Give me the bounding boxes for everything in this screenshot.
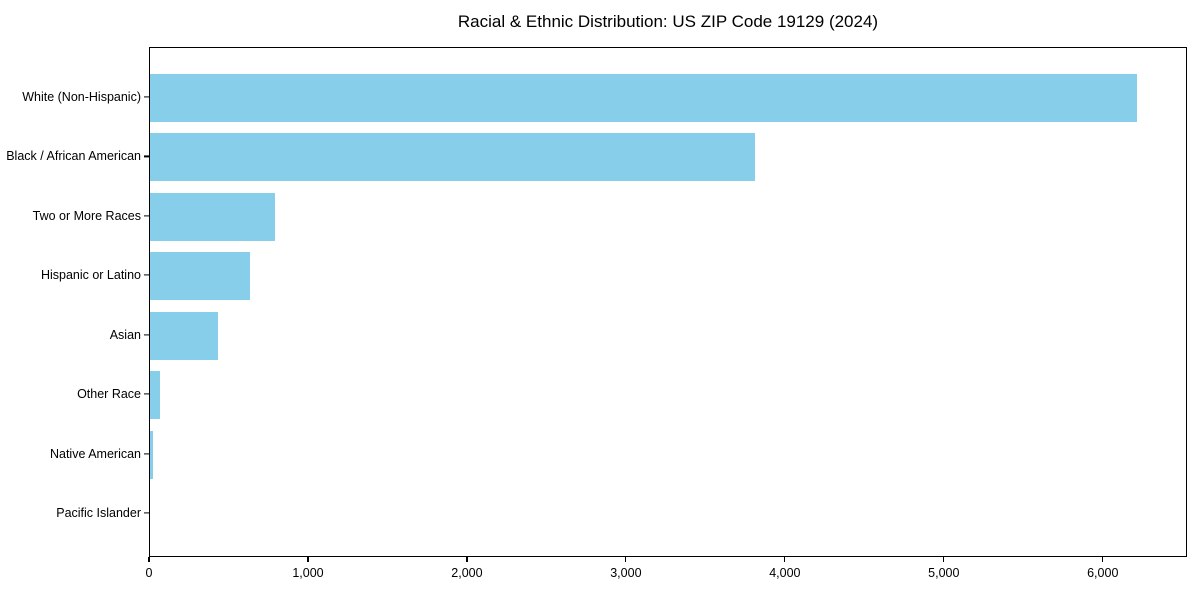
y-tick-label: Two or More Races bbox=[32, 208, 141, 223]
y-tick-mark bbox=[144, 96, 149, 98]
y-tick-label: White (Non-Hispanic) bbox=[22, 90, 141, 104]
x-tick-mark bbox=[1102, 557, 1104, 562]
x-tick-mark bbox=[307, 557, 309, 562]
x-tick-mark bbox=[625, 557, 627, 562]
bar bbox=[150, 311, 219, 360]
y-tick-mark bbox=[144, 334, 149, 336]
x-tick-label: 1,000 bbox=[292, 566, 324, 580]
x-tick-label: 3,000 bbox=[610, 566, 642, 580]
y-tick-mark bbox=[144, 393, 149, 395]
y-tick-mark bbox=[144, 452, 149, 455]
bar bbox=[150, 192, 275, 241]
y-tick-mark bbox=[144, 274, 149, 276]
bar bbox=[150, 252, 251, 301]
bar bbox=[150, 371, 160, 420]
plot-area bbox=[149, 47, 1187, 557]
x-tick-label: 0 bbox=[145, 566, 153, 580]
y-tick-mark bbox=[144, 215, 149, 217]
x-tick-mark bbox=[784, 557, 786, 562]
y-tick-label: Asian bbox=[109, 327, 141, 342]
chart-title: Racial & Ethnic Distribution: US ZIP Cod… bbox=[457, 12, 879, 31]
bar bbox=[150, 74, 1138, 122]
y-tick-label: Hispanic or Latino bbox=[40, 268, 141, 283]
y-tick-mark bbox=[144, 155, 149, 158]
x-tick-mark bbox=[943, 557, 945, 562]
y-tick-label: Other Race bbox=[77, 387, 141, 402]
y-tick-label: Pacific Islander bbox=[56, 506, 141, 520]
y-tick-label: Black / African American bbox=[6, 149, 141, 164]
y-tick-label: Native American bbox=[49, 446, 141, 461]
x-tick-label: 5,000 bbox=[928, 566, 960, 580]
x-tick-label: 6,000 bbox=[1087, 566, 1119, 580]
x-tick-label: 2,000 bbox=[451, 566, 483, 580]
x-tick-mark bbox=[148, 557, 150, 562]
x-tick-label: 4,000 bbox=[769, 566, 801, 580]
x-tick-mark bbox=[466, 557, 468, 562]
y-tick-mark bbox=[144, 512, 149, 514]
bar bbox=[150, 133, 755, 182]
bar bbox=[150, 430, 153, 479]
